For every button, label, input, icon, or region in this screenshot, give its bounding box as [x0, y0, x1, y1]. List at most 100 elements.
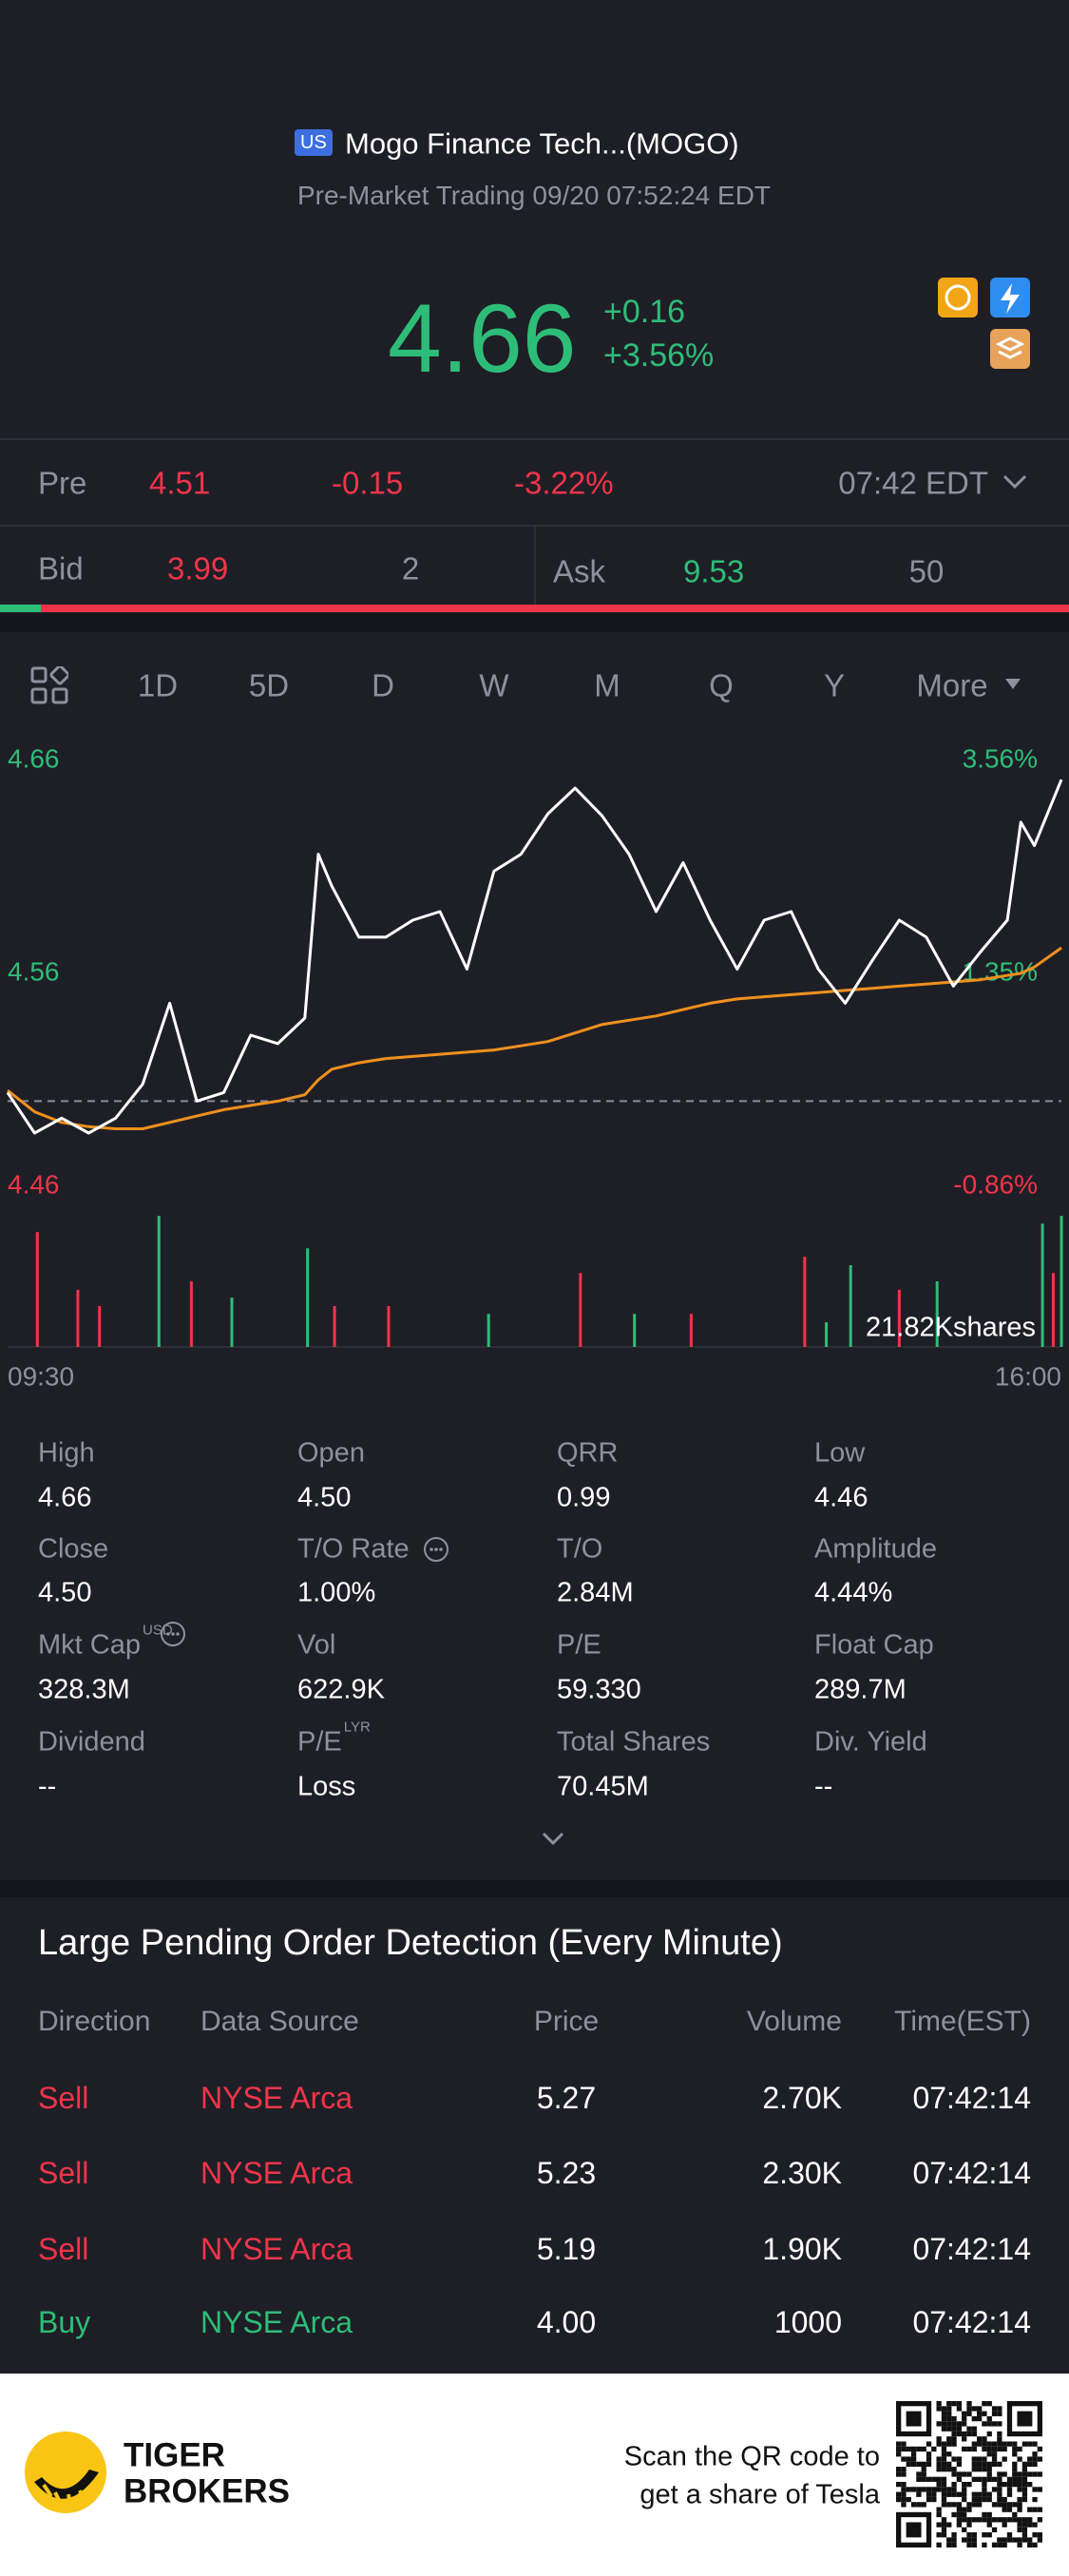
- stat-value: 289.7M: [814, 1674, 907, 1705]
- volume-bar: [189, 1281, 193, 1347]
- pre-price: 4.51: [149, 465, 211, 501]
- ask-label: Ask: [553, 553, 606, 589]
- divider: [0, 525, 1069, 527]
- volume-bar: [579, 1273, 582, 1347]
- stat-value: 4.46: [814, 1482, 869, 1513]
- bid-ask-ratio-bar: [0, 605, 1069, 612]
- y-tick-label: 4.56: [8, 956, 60, 986]
- stat-value: 328.3M: [38, 1674, 130, 1705]
- stat-value: 70.45M: [557, 1771, 649, 1802]
- info-icon[interactable]: [160, 1621, 186, 1647]
- promo-text: Scan the QR code to: [623, 2441, 880, 2472]
- column-header: Direction: [38, 2006, 151, 2037]
- stat-label: P/E: [557, 1629, 601, 1661]
- stat-value: Loss: [297, 1771, 356, 1802]
- order-cell: 07:42:14: [912, 2305, 1031, 2339]
- brand-logo: [25, 2432, 106, 2513]
- period-tab[interactable]: Y: [823, 667, 846, 703]
- stat-value: 1.00%: [297, 1577, 376, 1608]
- stat-value: 4.66: [38, 1482, 92, 1513]
- section-title: Large Pending Order Detection (Every Min…: [38, 1923, 783, 1963]
- volume-bar: [803, 1257, 807, 1347]
- stat-label: QRR: [557, 1437, 619, 1469]
- stat-label: Float Cap: [814, 1629, 934, 1661]
- volume-bar: [689, 1314, 693, 1347]
- dropdown-chevron[interactable]: [1002, 471, 1028, 492]
- period-tab[interactable]: W: [479, 667, 509, 703]
- feature-icons[interactable]: [936, 276, 1031, 371]
- stat-value: 2.84M: [557, 1577, 634, 1608]
- stat-value: 622.9K: [297, 1674, 385, 1705]
- stat-label: Total Shares: [557, 1726, 711, 1758]
- market-badge: US: [295, 129, 333, 156]
- pre-change: -0.15: [332, 465, 404, 501]
- stat-value: 4.44%: [814, 1577, 893, 1608]
- period-tab[interactable]: 1D: [137, 667, 179, 703]
- bid-label: Bid: [38, 550, 84, 586]
- y-tick-label: 4.46: [8, 1169, 60, 1199]
- ask-price: 9.53: [683, 553, 745, 589]
- stat-label: T/O: [557, 1533, 603, 1565]
- pre-time[interactable]: 07:42 EDT: [838, 465, 988, 501]
- stat-value: --: [814, 1771, 833, 1802]
- stat-label: Mkt Cap: [38, 1629, 141, 1661]
- period-tab[interactable]: D: [372, 667, 394, 703]
- pre-change-pct: -3.22%: [514, 465, 614, 501]
- order-cell: 07:42:14: [912, 2081, 1031, 2115]
- volume-bar: [306, 1248, 310, 1347]
- last-price: 4.66: [388, 284, 577, 393]
- bid-size: 2: [401, 550, 420, 586]
- dropdown-arrow[interactable]: [1004, 678, 1021, 691]
- icon[interactable]: [938, 278, 978, 317]
- order-cell: 07:42:14: [912, 2156, 1031, 2190]
- stat-label: Amplitude: [814, 1533, 937, 1565]
- stat-label: High: [38, 1437, 95, 1469]
- y2-tick-label: -0.86%: [953, 1169, 1038, 1199]
- order-cell: Sell: [38, 2232, 89, 2266]
- order-cell: Buy: [38, 2305, 91, 2339]
- column-header: Price: [533, 2006, 600, 2037]
- order-cell: 07:42:14: [912, 2232, 1031, 2266]
- order-cell: NYSE Arca: [200, 2081, 353, 2115]
- expand-chevron[interactable]: [540, 1830, 566, 1849]
- stat-label: Div. Yield: [814, 1726, 927, 1758]
- order-cell: 1.90K: [762, 2232, 842, 2266]
- divider: [534, 527, 536, 605]
- stat-label: T/O Rate: [297, 1533, 410, 1565]
- order-cell: 5.19: [536, 2232, 597, 2266]
- period-tab[interactable]: M: [594, 667, 620, 703]
- period-tab[interactable]: Q: [709, 667, 734, 703]
- volume-bar: [1040, 1223, 1044, 1347]
- section-gap: [0, 1880, 1069, 1897]
- volume-bar: [230, 1298, 234, 1347]
- order-cell: 1000: [773, 2305, 842, 2339]
- volume-bar: [487, 1314, 490, 1347]
- info-icon[interactable]: [423, 1536, 449, 1563]
- section-gap: [0, 613, 1069, 632]
- order-cell: 2.70K: [762, 2081, 842, 2115]
- period-tab[interactable]: More: [916, 667, 988, 703]
- order-cell: Sell: [38, 2156, 89, 2190]
- order-cell: 2.30K: [762, 2156, 842, 2190]
- stat-value: 4.50: [38, 1577, 92, 1608]
- icon-glyph: [945, 284, 971, 311]
- x-tick-label: 16:00: [995, 1361, 1061, 1391]
- stock-name[interactable]: Mogo Finance Tech...(MOGO): [345, 126, 739, 161]
- footer: [0, 2374, 1069, 2576]
- price-line: [7, 946, 1062, 1130]
- bid-price: 3.99: [167, 550, 229, 586]
- divider: [0, 438, 1069, 440]
- stat-value: 4.50: [297, 1482, 352, 1513]
- period-tab[interactable]: 5D: [248, 667, 290, 703]
- stat-label: Vol: [297, 1629, 336, 1661]
- column-header: Data Source: [200, 2006, 359, 2037]
- y-tick-label: 4.66: [8, 743, 60, 773]
- stat-label: Dividend: [38, 1726, 145, 1758]
- y2-tick-label: 3.56%: [963, 743, 1038, 773]
- bid-ratio: [0, 605, 42, 612]
- layout-icon[interactable]: [30, 666, 68, 704]
- brand-name: BROKERS: [124, 2472, 291, 2510]
- volume-bar: [387, 1305, 391, 1347]
- stat-superscript: LYR: [343, 1719, 371, 1736]
